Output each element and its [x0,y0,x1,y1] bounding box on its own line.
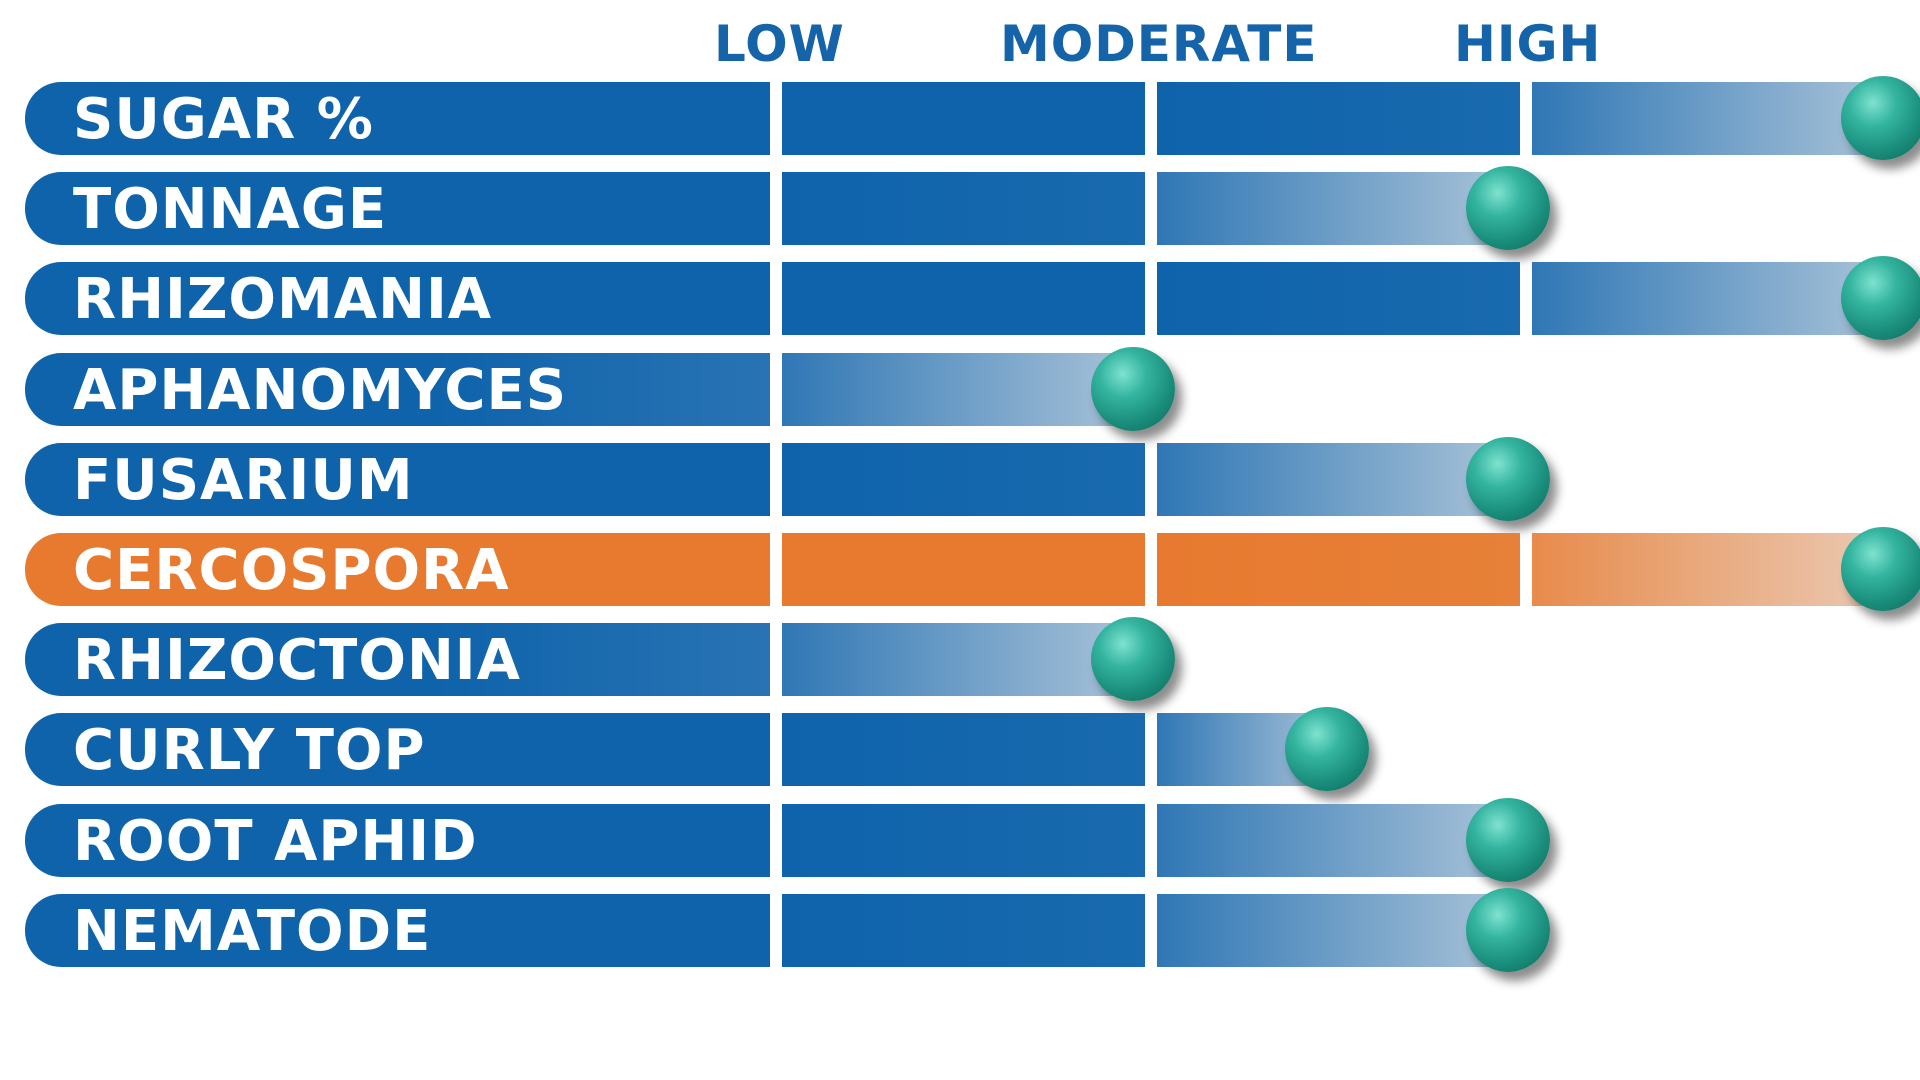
bar-segment [782,623,1145,697]
bar-segment [1157,533,1520,606]
rating-marker [1284,707,1369,792]
row-label: RHIZOMANIA [73,267,493,333]
row-label: CURLY TOP [73,718,426,784]
rating-marker [1841,256,1920,341]
bar-segment [1532,82,1895,155]
bar-segment [782,803,1145,877]
rating-marker [1466,166,1550,251]
rating-marker [1466,887,1550,972]
row-label-segment [25,893,770,967]
bar-segment [1157,803,1520,877]
row-label: RHIZOCTONIA [73,628,521,694]
level-label-high: HIGH [1454,15,1602,73]
bar-segment [1532,533,1895,606]
row-label: CERCOSPORA [73,538,510,603]
row-label-segment [25,803,770,877]
bar-segment [1157,82,1520,155]
row-label: TONNAGE [73,177,388,243]
bar-segment [782,262,1145,336]
level-label-low: LOW [714,15,845,73]
rating-marker [1841,527,1920,611]
bar-segment [782,172,1145,246]
rating-marker [1841,76,1920,160]
row-label-segment [25,172,770,246]
row-label-segment [25,352,770,426]
row-label: NEMATODE [73,898,432,964]
bar-segment [1532,262,1895,336]
rating-marker [1466,436,1550,521]
rating-marker [1091,346,1175,431]
bar-segment [1157,262,1520,336]
rating-marker [1466,797,1550,882]
bar-segment [1157,893,1520,967]
bar-segment [782,442,1145,516]
bar-segment [782,82,1145,155]
row-label-segment [25,713,770,787]
row-label: SUGAR % [73,87,374,152]
row-label-segment [25,262,770,336]
row-label: APHANOMYCES [73,357,568,423]
row-label-segment [25,533,770,606]
rating-marker [1091,617,1175,702]
bar-segment [782,713,1145,787]
row-label-segment [25,442,770,516]
bar-segment [1157,172,1520,246]
bar-segment [782,352,1145,426]
row-label: ROOT APHID [73,808,478,874]
row-label: FUSARIUM [73,447,414,513]
level-label-moderate: MODERATE [1000,15,1318,73]
bar-segment [1157,442,1520,516]
bar-segment [782,893,1145,967]
row-label-segment [25,82,770,155]
row-label-segment [25,623,770,697]
bar-segment [782,533,1145,606]
